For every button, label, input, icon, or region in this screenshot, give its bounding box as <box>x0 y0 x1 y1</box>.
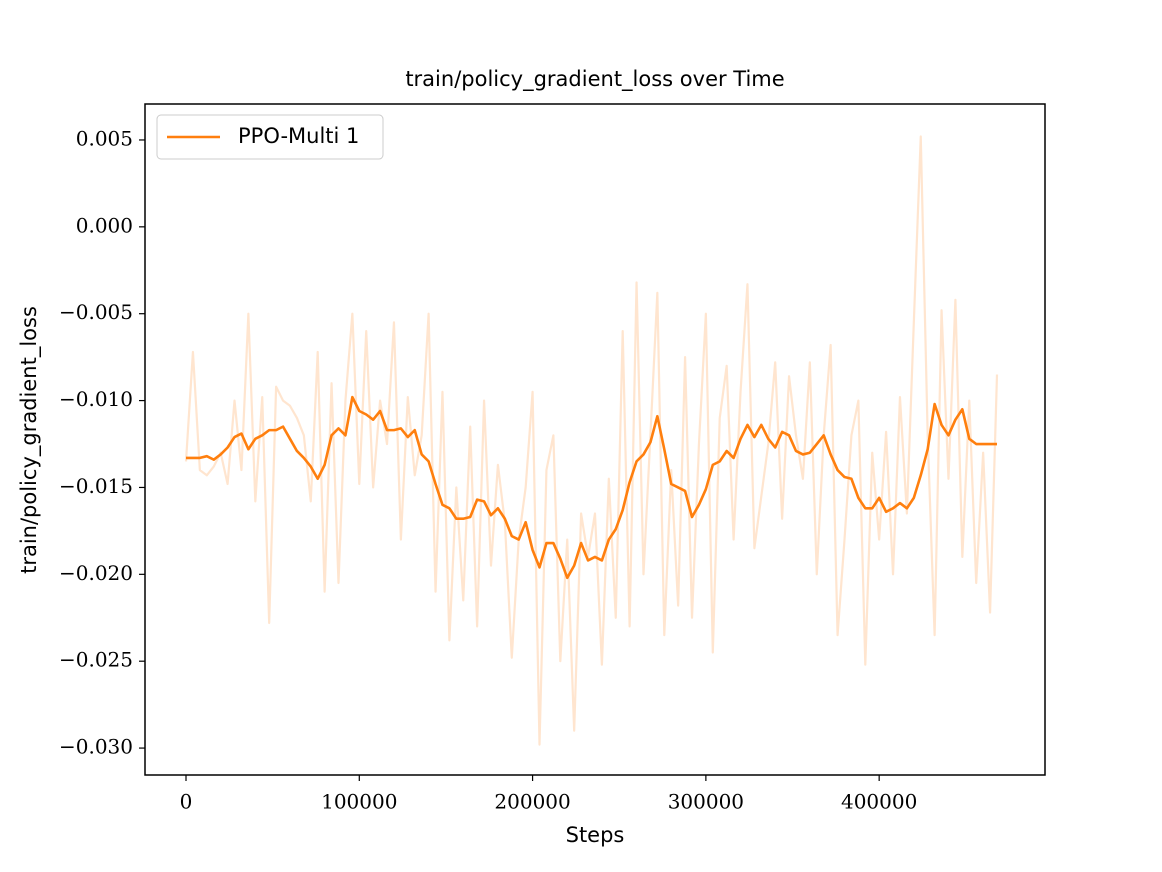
x-tick-label: 0 <box>180 790 193 814</box>
series-line <box>186 395 997 580</box>
y-tick-label: −0.030 <box>59 735 133 759</box>
x-tick-label: 200000 <box>494 790 570 814</box>
y-tick-label: 0.000 <box>76 213 133 237</box>
legend: PPO-Multi 1 <box>156 114 384 160</box>
x-axis-label: Steps <box>566 823 625 847</box>
y-tick-label: −0.010 <box>59 387 133 411</box>
y-axis-label: train/policy_gradient_loss <box>17 306 42 574</box>
x-tick-label: 300000 <box>668 790 744 814</box>
y-tick-label: −0.020 <box>59 561 133 585</box>
y-tick-label: −0.015 <box>59 474 133 498</box>
y-tick-label: −0.025 <box>59 648 133 672</box>
chart-title: train/policy_gradient_loss over Time <box>405 67 784 92</box>
plot-frame <box>144 103 1046 776</box>
x-tick-label: 100000 <box>321 790 397 814</box>
legend-box <box>156 114 384 160</box>
y-tick-label: 0.005 <box>76 126 133 150</box>
y-tick-label: −0.005 <box>59 300 133 324</box>
x-tick-label: 400000 <box>841 790 917 814</box>
legend-label: PPO-Multi 1 <box>238 124 359 148</box>
